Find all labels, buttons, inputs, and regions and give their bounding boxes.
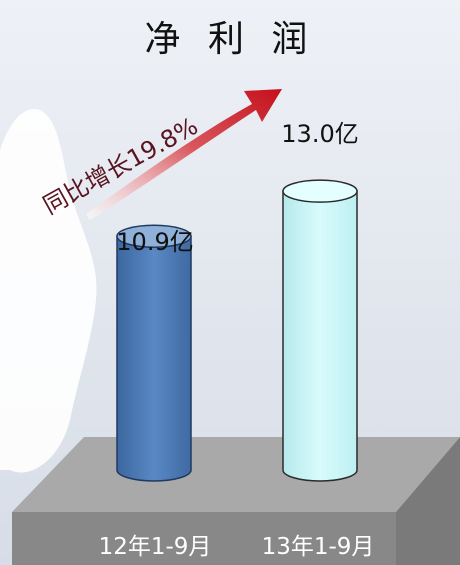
bar-value-label-1: 10.9亿: [80, 222, 230, 257]
bar-1: [117, 225, 191, 481]
bar-2: [283, 180, 357, 481]
bar-body-1: [117, 236, 191, 481]
bar-body-2: [283, 191, 357, 481]
chart-title: 净 利 润: [0, 10, 460, 62]
bar-value-label-2: 13.0亿: [245, 114, 395, 149]
platform-top: [12, 437, 460, 512]
bar-top-2: [283, 180, 357, 202]
category-label-2: 13年1-9月: [218, 527, 418, 561]
